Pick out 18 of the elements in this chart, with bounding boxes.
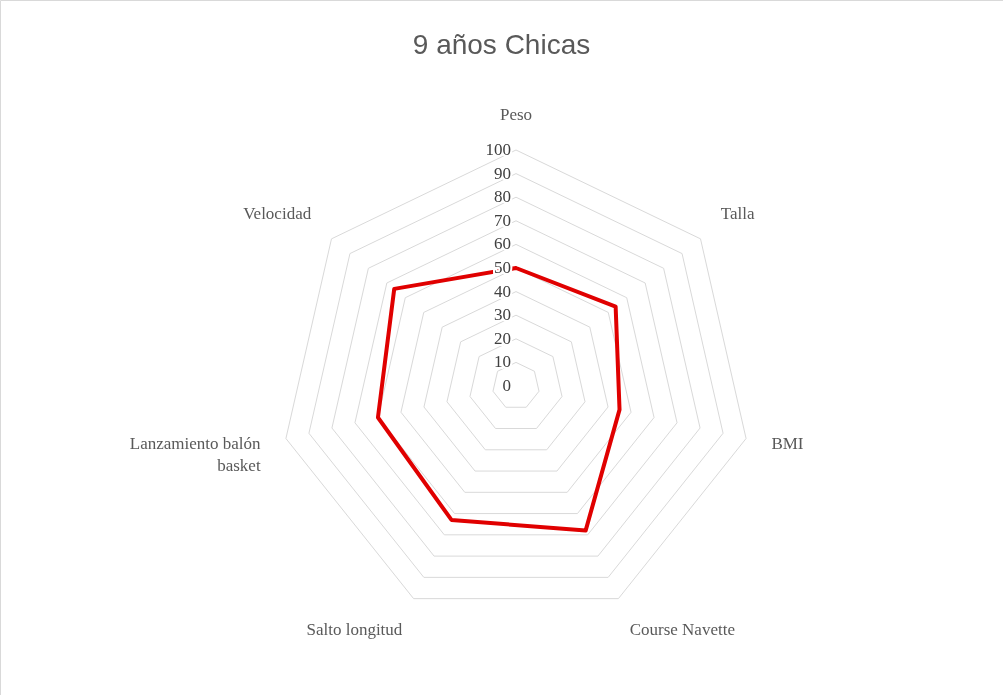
spoke-label: Lanzamiento balón basket: [129, 434, 262, 476]
y-tick-label: 90: [494, 163, 511, 183]
y-tick-label: 60: [494, 234, 511, 254]
spoke-label: Velocidad: [243, 203, 312, 223]
spoke-label: Salto longitud: [306, 620, 403, 640]
y-tick-label: 0: [502, 376, 511, 395]
y-tick-label: 40: [494, 281, 511, 301]
y-tick-label: 10: [494, 352, 511, 372]
spoke-label: BMI: [771, 434, 804, 454]
y-tick-label: 20: [494, 328, 511, 348]
y-tick-label: 100: [485, 140, 511, 159]
spoke-label: Course Navette: [629, 620, 735, 640]
y-tick-label: 80: [494, 187, 511, 207]
y-tick-label: 70: [494, 210, 511, 230]
y-tick-label: 30: [494, 305, 511, 325]
spoke-label: Talla: [720, 203, 755, 223]
chart-title: 9 años Chicas: [412, 29, 591, 60]
spoke-label: Peso: [499, 105, 533, 125]
